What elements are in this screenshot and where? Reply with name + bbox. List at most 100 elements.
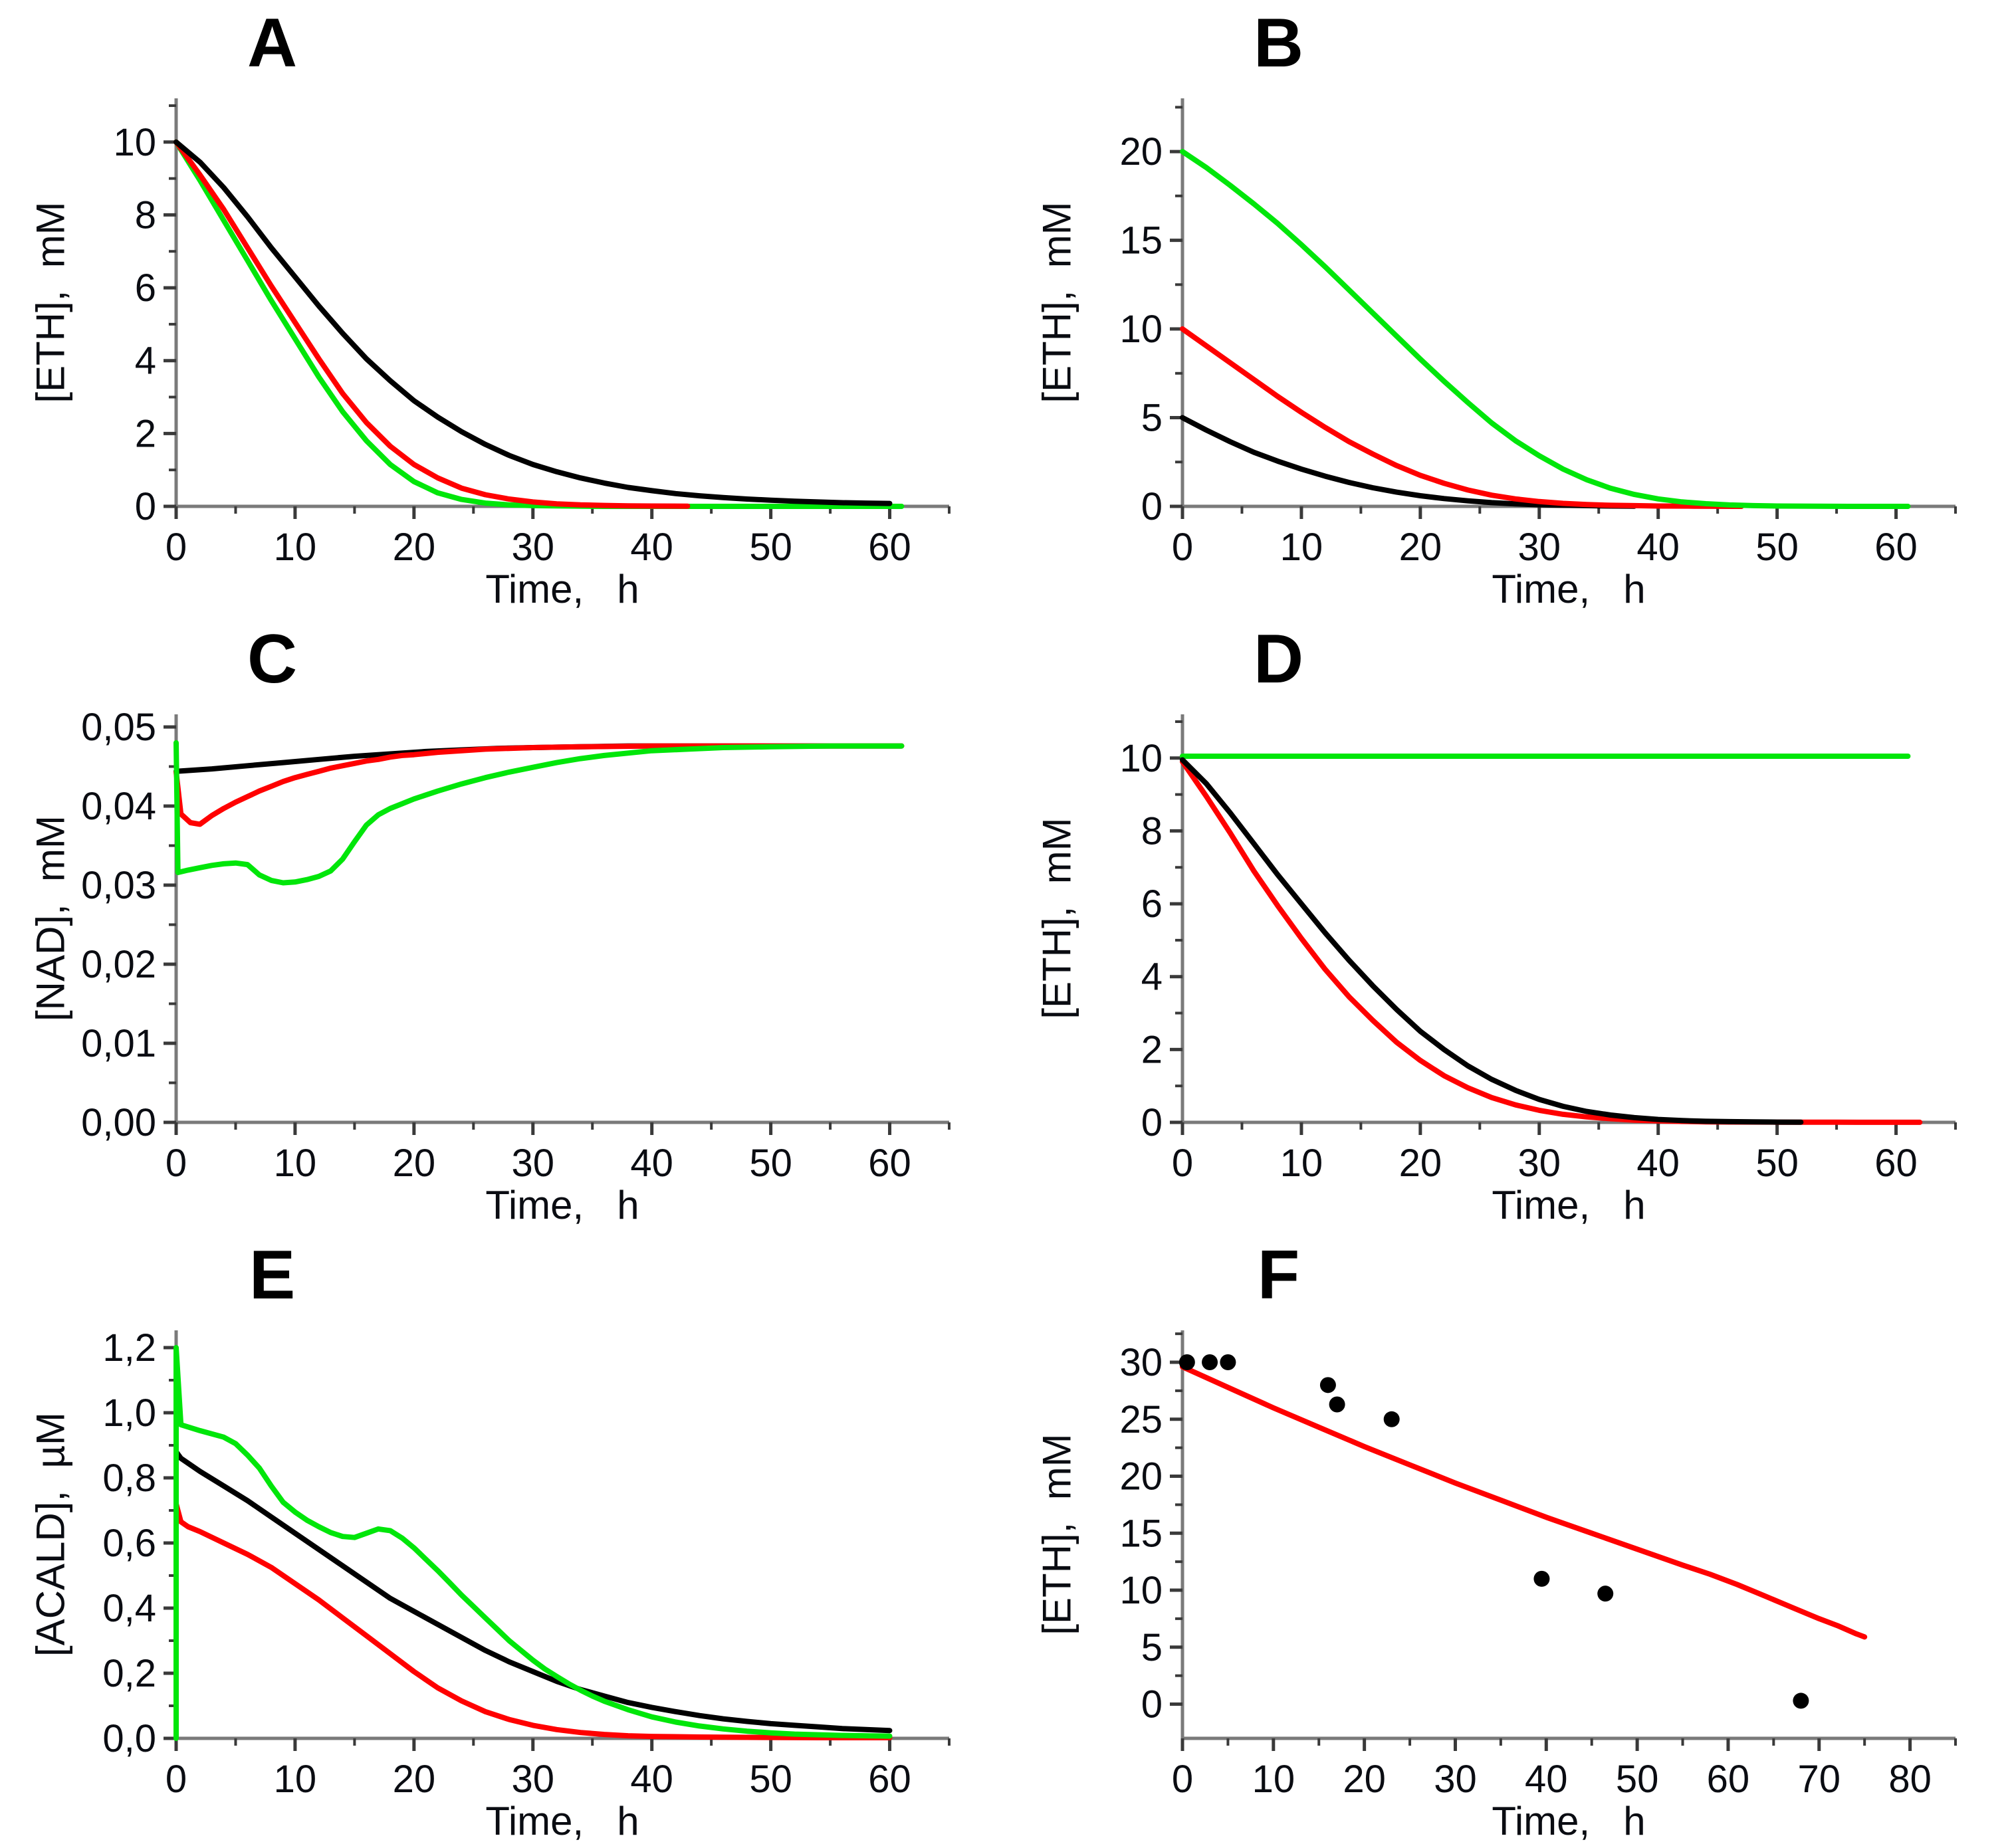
y-tick-label: 30 (1119, 1341, 1163, 1384)
x-tick-label: 10 (274, 1142, 317, 1185)
y-tick-label: 20 (1119, 130, 1163, 173)
panel-e-green-curve (173, 1345, 893, 1741)
y-tick-label: 0,04 (81, 785, 156, 828)
x-tick-label: 70 (1798, 1758, 1841, 1801)
x-tick-label: 60 (868, 526, 911, 569)
x-tick-label: 20 (1399, 526, 1442, 569)
x-tick-label: 40 (1636, 526, 1680, 569)
y-tick-label: 4 (1141, 956, 1163, 999)
panel-b-x-axis-title: Time, h (1492, 567, 1646, 611)
x-tick-label: 50 (1755, 1142, 1799, 1185)
panel-f-red-model-curve (1180, 1364, 1868, 1640)
panel-a-letter: A (247, 5, 298, 82)
panel-c-green-curve (173, 740, 905, 886)
panel-e-red-curve (173, 1501, 893, 1740)
panel-c-letter: C (247, 621, 298, 698)
panel-f-experimental-data-points (1178, 1354, 1195, 1371)
y-tick-label: 8 (135, 193, 156, 237)
x-tick-label: 40 (630, 1758, 673, 1801)
panel-f-experimental-data-points (1597, 1586, 1614, 1602)
x-tick-label: 50 (749, 526, 792, 569)
x-tick-label: 60 (1874, 1142, 1918, 1185)
panel-d-plot-canvas: 0 10 20 30 40 50 60 0 2 4 6 8 10 (1119, 714, 1957, 1185)
x-tick-label: 20 (1399, 1142, 1442, 1185)
x-tick-label: 30 (1518, 1142, 1561, 1185)
x-tick-label: 40 (1525, 1758, 1568, 1801)
panel-b: B [ETH], mM Time, h 0 10 20 30 40 50 60 0 5 10 15 2… (1006, 0, 2012, 616)
panel-e-letter: E (249, 1237, 296, 1314)
x-tick-label: 0 (1172, 526, 1193, 569)
y-tick-label: 10 (1119, 1569, 1163, 1612)
panel-d-x-axis-title: Time, h (1492, 1183, 1646, 1227)
panel-b-letter: B (1253, 5, 1305, 82)
y-tick-label: 20 (1119, 1455, 1163, 1498)
y-tick-label: 10 (1119, 737, 1163, 780)
y-tick-label: 10 (1119, 308, 1163, 351)
panel-e-plot-canvas: 0 10 20 30 40 50 60 0,0 0,2 0,4 0,6 0,8 1,0 1,2 (102, 1326, 950, 1801)
x-tick-label: 50 (749, 1142, 792, 1185)
x-tick-label: 10 (274, 1758, 317, 1801)
panel-d-letter: D (1253, 621, 1305, 698)
panel-f-letter: F (1257, 1237, 1301, 1314)
x-tick-label: 30 (512, 526, 555, 569)
panel-a: A [ETH], mM Time, h 0 10 20 30 40 50 60 0 2 4 6 8 10 (0, 0, 1006, 616)
panel-f-experimental-data-points (1793, 1693, 1809, 1709)
y-tick-label: 15 (1119, 1512, 1163, 1555)
y-tick-label: 0 (1141, 1683, 1163, 1726)
y-tick-label: 0 (1141, 485, 1163, 528)
y-tick-label: 0,8 (102, 1457, 156, 1500)
x-tick-label: 60 (868, 1142, 911, 1185)
y-tick-label: 1,2 (102, 1326, 156, 1370)
y-tick-label: 5 (1141, 1626, 1163, 1669)
y-tick-label: 10 (113, 121, 156, 164)
x-tick-label: 50 (1616, 1758, 1659, 1801)
y-tick-label: 0,2 (102, 1652, 156, 1695)
panel-a-red-curve (173, 139, 691, 509)
x-tick-label: 0 (166, 1758, 187, 1801)
x-tick-label: 20 (393, 1758, 436, 1801)
panel-d-red-curve (1180, 759, 1923, 1125)
panel-f-plot-canvas: 0 10 20 30 40 50 60 70 80 0 5 10 15 20 25 30 (1119, 1330, 1957, 1801)
x-tick-label: 30 (512, 1758, 555, 1801)
x-tick-label: 20 (393, 1142, 436, 1185)
x-tick-label: 40 (1636, 1142, 1680, 1185)
x-tick-label: 0 (166, 1142, 187, 1185)
x-tick-label: 10 (1252, 1758, 1295, 1801)
panel-b-red-curve (1180, 326, 1744, 509)
y-tick-label: 0,03 (81, 864, 156, 907)
x-tick-label: 10 (274, 526, 317, 569)
panel-e-black-curve (173, 1449, 893, 1734)
x-tick-label: 60 (868, 1758, 911, 1801)
panel-c-red-curve (173, 743, 905, 827)
y-tick-label: 0 (1141, 1101, 1163, 1144)
y-tick-label: 6 (1141, 882, 1163, 926)
y-tick-label: 0,6 (102, 1522, 156, 1565)
x-tick-label: 50 (1755, 526, 1799, 569)
y-tick-label: 0,05 (81, 706, 156, 749)
y-tick-label: 1,0 (102, 1391, 156, 1435)
panel-f-experimental-data-points (1319, 1377, 1336, 1393)
y-tick-label: 6 (135, 266, 156, 310)
x-tick-label: 20 (1343, 1758, 1386, 1801)
panel-b-plot-canvas: 0 10 20 30 40 50 60 0 5 10 15 20 (1119, 98, 1957, 569)
x-tick-label: 40 (630, 526, 673, 569)
panel-f-experimental-data-points (1533, 1570, 1550, 1587)
x-tick-label: 0 (166, 526, 187, 569)
panel-d-black-curve (1180, 757, 1804, 1125)
panel-b-black-curve (1180, 415, 1637, 509)
panel-a-plot-canvas: 0 10 20 30 40 50 60 0 2 4 6 8 10 (113, 98, 950, 569)
x-tick-label: 80 (1888, 1758, 1932, 1801)
panel-a-x-axis-title: Time, h (485, 567, 639, 611)
y-tick-label: 0,02 (81, 943, 156, 986)
panel-f-x-axis-title: Time, h (1492, 1799, 1646, 1843)
x-tick-label: 40 (630, 1142, 673, 1185)
panel-c: C [NAD], mM Time, h 0 10 20 30 40 50 60 0,00 0,0… (0, 616, 1006, 1232)
x-tick-label: 20 (393, 526, 436, 569)
x-tick-label: 10 (1280, 1142, 1323, 1185)
y-tick-label: 0 (135, 485, 156, 528)
y-tick-label: 25 (1119, 1398, 1163, 1441)
y-tick-label: 0,00 (81, 1101, 156, 1144)
panel-d: D [ETH], mM Time, h 0 10 20 30 40 50 60 0 2 4 6 8 10 (1006, 616, 2012, 1232)
x-tick-label: 50 (749, 1758, 792, 1801)
